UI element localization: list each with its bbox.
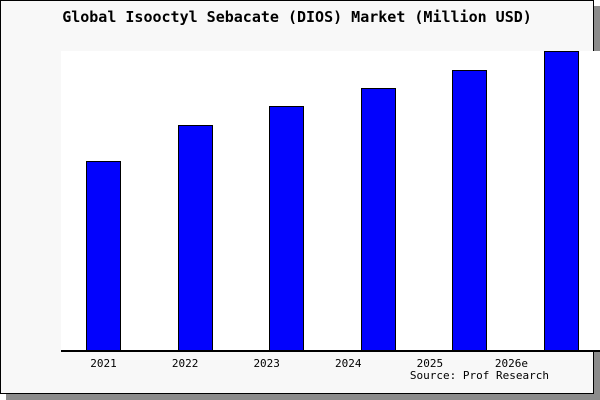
- x-tick-label-2022: 2022: [171, 357, 199, 370]
- bar-2021: [86, 161, 121, 350]
- source-note: Source: Prof Research: [409, 369, 549, 382]
- x-tick-label-2021: 2021: [90, 357, 117, 370]
- x-tick-label-2024: 2024: [335, 357, 362, 370]
- bar-2024: [360, 88, 396, 350]
- plot-area: [61, 51, 600, 352]
- x-axis-tick-labels: 2021 2022 2023 2024 2025 2026e: [61, 357, 554, 370]
- x-tick-label-2023: 2023: [253, 357, 280, 370]
- bar-2026e: [543, 51, 579, 350]
- x-tick-label-2025: 2025: [416, 357, 444, 370]
- bar-2023: [269, 106, 305, 350]
- bar-2022: [177, 125, 213, 350]
- x-tick-label-2026e: 2026e: [494, 357, 529, 370]
- chart-title: Global Isooctyl Sebacate (DIOS) Market (…: [62, 8, 532, 26]
- bar-2025: [452, 70, 488, 350]
